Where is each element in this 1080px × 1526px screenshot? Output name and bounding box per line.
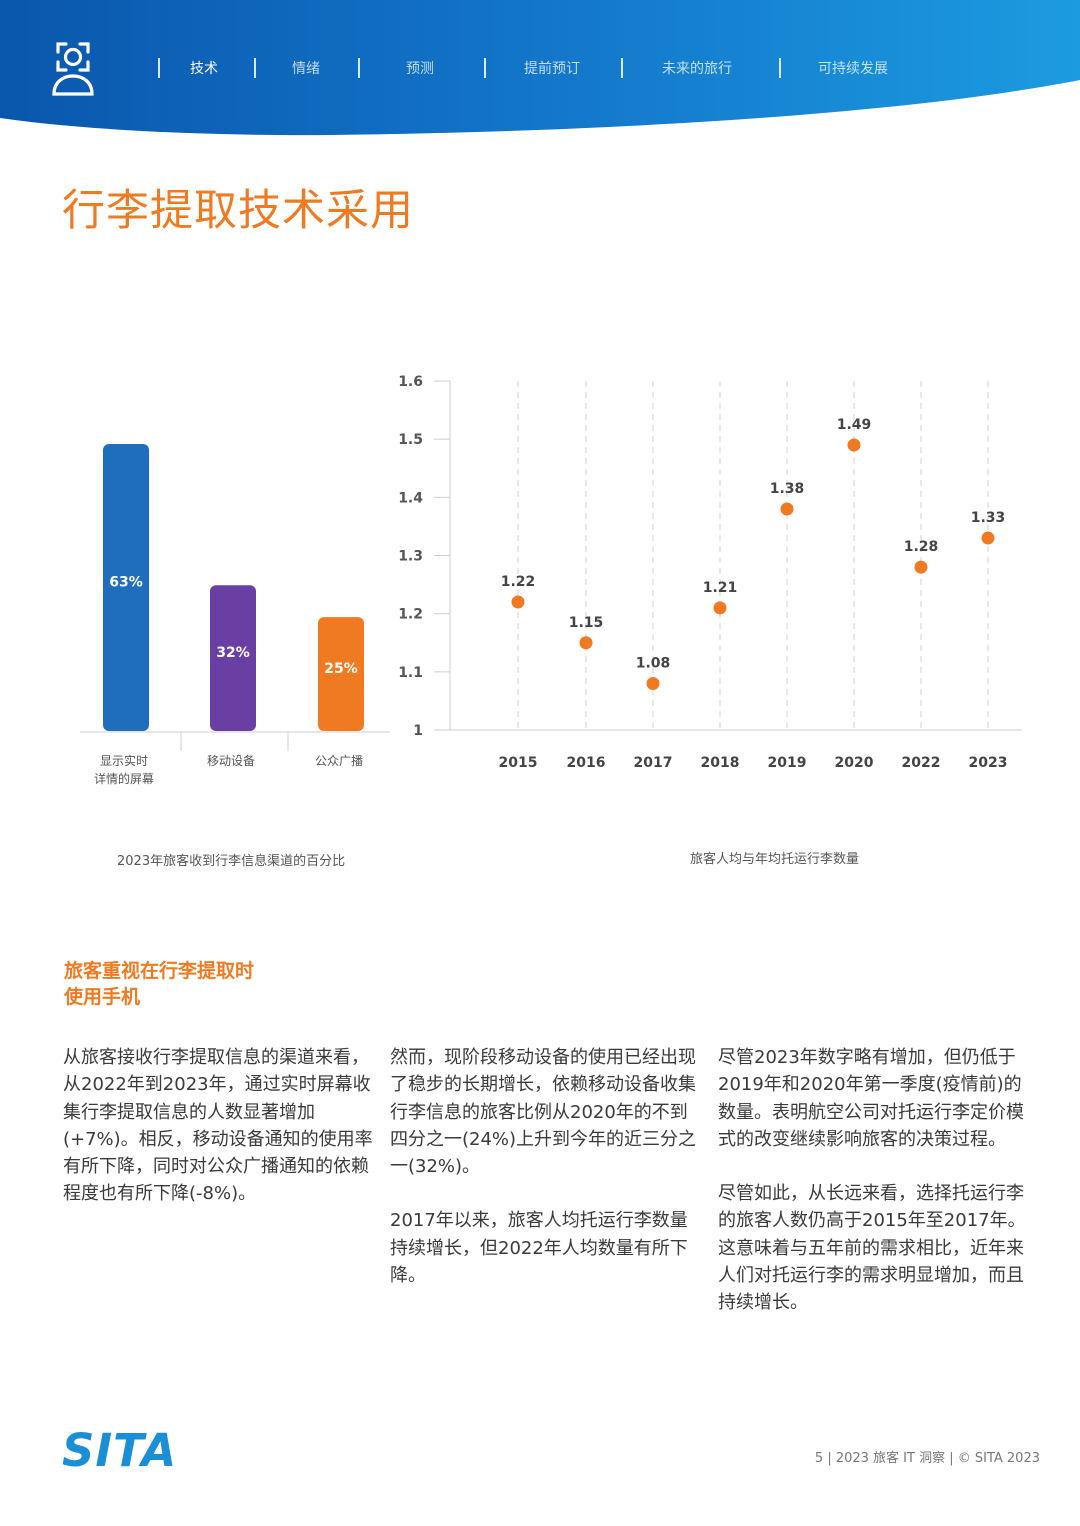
nav-separator — [779, 58, 781, 78]
x-tick-label: 2018 — [701, 755, 740, 771]
nav-item-3[interactable]: 预测 — [406, 61, 434, 77]
y-tick-label: 1.4 — [398, 490, 423, 506]
nav-separator — [621, 58, 623, 78]
paragraph: 尽管如此，从长远来看，选择托运行李的旅客人数仍高于2015年至2017年。这意味… — [718, 1183, 1026, 1314]
nav-item-5[interactable]: 未来的旅行 — [662, 61, 732, 77]
body-column-2: 然而，现阶段移动设备的使用已经出现了稳步的长期增长，依赖移动设备收集行李信息的旅… — [390, 1044, 702, 1316]
footer-text: 5 | 2023 旅客 IT 洞察 | © SITA 2023 — [814, 1451, 1040, 1466]
data-label: 1.33 — [971, 510, 1006, 526]
x-tick-label: 2017 — [634, 755, 673, 771]
body-column-1: 从旅客接收行李提取信息的渠道来看，从2022年到2023年，通过实时屏幕收集行李… — [63, 1044, 375, 1235]
data-label: 1.38 — [770, 481, 805, 497]
body-column-3: 尽管2023年数字略有增加，但仍低于2019年和2020年第一季度(疫情前)的数… — [718, 1044, 1030, 1344]
section-heading-line2: 使用手机 — [64, 986, 141, 1008]
bar-category-label: 移动设备 — [207, 754, 255, 768]
y-tick-label: 1.1 — [398, 665, 423, 681]
y-tick-label: 1.2 — [398, 607, 423, 623]
data-point — [914, 560, 928, 574]
nav-separator — [158, 58, 160, 78]
x-tick-label: 2020 — [835, 755, 874, 771]
bar-value-label: 32% — [216, 645, 250, 661]
nav-separator — [254, 58, 256, 78]
bar-chart-caption: 2023年旅客收到行李信息渠道的百分比 — [117, 854, 346, 869]
sita-logo: SITA — [62, 1424, 178, 1477]
paragraph: 然而，现阶段移动设备的使用已经出现了稳步的长期增长，依赖移动设备收集行李信息的旅… — [390, 1047, 697, 1178]
data-point — [847, 438, 861, 452]
data-point — [646, 676, 660, 690]
data-point — [579, 636, 593, 650]
nav-item-6[interactable]: 可持续发展 — [818, 61, 888, 77]
data-label: 1.08 — [636, 655, 671, 671]
bar-3 — [318, 617, 364, 731]
bar-value-label: 63% — [109, 575, 143, 591]
page-title: 行李提取技术采用 — [62, 186, 414, 236]
nav-item-1[interactable]: 技术 — [190, 61, 218, 77]
bar-category-label: 详情的屏幕 — [94, 771, 154, 786]
y-tick-label: 1.5 — [398, 432, 423, 448]
data-point — [780, 502, 794, 516]
face-scan-icon — [52, 42, 94, 96]
nav-separator — [484, 58, 486, 78]
section-heading: 旅客重视在行李提取时 使用手机 — [64, 958, 364, 1010]
bar-1 — [103, 444, 149, 731]
x-tick-label: 2023 — [969, 755, 1008, 771]
section-heading-line1: 旅客重视在行李提取时 — [64, 960, 255, 982]
nav-item-2[interactable]: 情绪 — [292, 61, 320, 77]
y-tick-label: 1 — [413, 723, 423, 739]
x-tick-label: 2019 — [768, 755, 807, 771]
data-point — [511, 595, 525, 609]
data-label: 1.22 — [501, 574, 536, 590]
bar-value-label: 25% — [324, 661, 358, 677]
paragraph: 从旅客接收行李提取信息的渠道来看，从2022年到2023年，通过实时屏幕收集行李… — [63, 1047, 373, 1205]
x-tick-label: 2022 — [902, 755, 941, 771]
dot-chart: 1 1.1 1.2 1.3 1.4 1.5 1.6 1.22 2015 1.15 2016 1.08 2… — [398, 374, 1022, 771]
nav-item-4[interactable]: 提前预订 — [524, 61, 580, 77]
nav-separator — [358, 58, 360, 78]
y-tick-label: 1.3 — [398, 549, 423, 565]
paragraph: 2017年以来，旅客人均托运行李数量持续增长，但2022年人均数量有所下降。 — [390, 1210, 688, 1287]
x-tick-label: 2016 — [567, 755, 606, 771]
data-label: 1.15 — [569, 615, 604, 631]
data-label: 1.49 — [837, 417, 872, 433]
bar-category-label: 显示实时 — [100, 753, 148, 768]
data-point — [713, 601, 727, 615]
y-tick-label: 1.6 — [398, 374, 423, 390]
data-point — [981, 531, 995, 545]
bar-category-label: 公众广播 — [315, 754, 363, 768]
x-tick-label: 2015 — [499, 755, 538, 771]
header-banner — [0, 0, 1080, 136]
data-label: 1.28 — [904, 539, 939, 555]
bar-2 — [210, 585, 256, 731]
paragraph: 尽管2023年数字略有增加，但仍低于2019年和2020年第一季度(疫情前)的数… — [718, 1047, 1024, 1150]
data-label: 1.21 — [703, 580, 738, 596]
dot-chart-caption: 旅客人均与年均托运行李数量 — [690, 852, 860, 867]
